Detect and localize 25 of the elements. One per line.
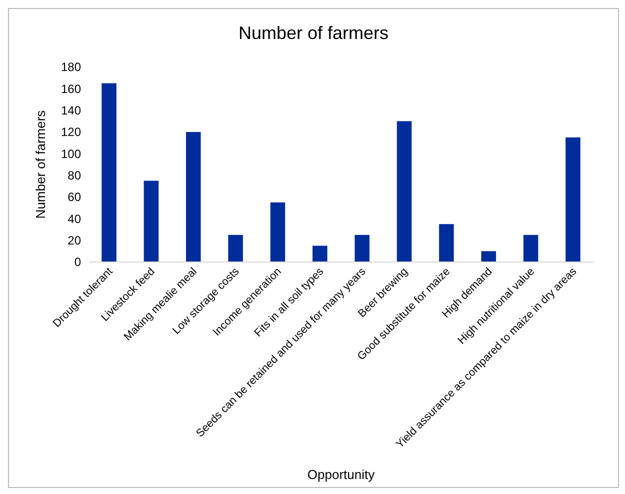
y-tick-label: 0: [74, 255, 82, 270]
bar: [354, 234, 370, 262]
bar: [566, 137, 580, 262]
bar: [186, 132, 201, 262]
bar: [312, 246, 328, 262]
y-tick-label: 180: [60, 60, 82, 74]
bar: [270, 202, 286, 262]
y-tick-label: 140: [60, 104, 82, 118]
bar: [396, 121, 412, 262]
x-axis-title: Opportunity: [307, 467, 376, 482]
bar: [102, 83, 116, 262]
bar: [228, 234, 243, 262]
bar: [481, 251, 496, 262]
y-tick-label: 80: [68, 168, 82, 183]
y-axis-title: Number of farmers: [33, 110, 48, 219]
y-tick-label: 60: [68, 190, 82, 204]
y-tick-label: 40: [68, 212, 82, 226]
y-tick-label: 100: [60, 146, 82, 161]
bar: [439, 224, 454, 262]
bar: [523, 234, 538, 262]
y-tick-label: 160: [60, 82, 82, 96]
chart-title: Number of farmers: [238, 23, 389, 43]
bar: [144, 180, 159, 262]
y-tick-label: 20: [68, 234, 82, 248]
y-tick-label: 120: [60, 125, 82, 140]
